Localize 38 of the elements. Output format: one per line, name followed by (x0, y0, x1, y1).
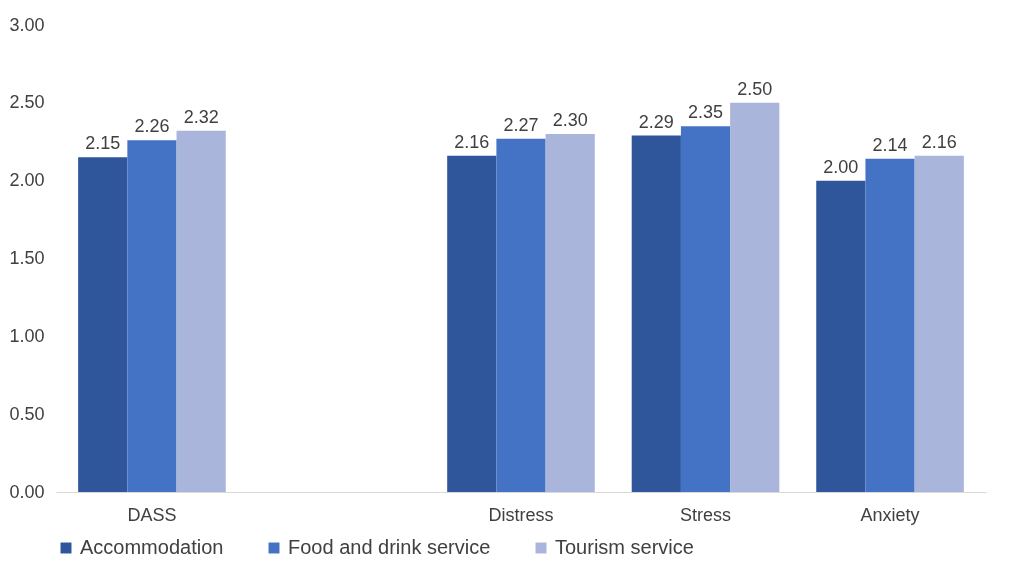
bar (78, 157, 128, 492)
data-label: 2.16 (921, 131, 957, 152)
bar (447, 155, 497, 492)
data-label: 2.16 (454, 131, 490, 152)
legend-label: Food and drink service (288, 536, 491, 558)
bar (545, 133, 595, 492)
y-tick-label: 0.50 (9, 403, 45, 424)
bar (730, 102, 780, 492)
bar (127, 140, 177, 492)
y-tick-label: 2.00 (9, 170, 45, 191)
bar (914, 155, 964, 492)
data-label: 2.26 (134, 116, 170, 137)
bar (865, 158, 915, 492)
data-label: 2.32 (183, 106, 219, 127)
data-label: 2.00 (823, 156, 859, 177)
bar (496, 138, 546, 492)
x-tick-label: Stress (680, 504, 732, 525)
legend-label: Tourism service (555, 536, 694, 558)
y-tick-label: 1.50 (9, 248, 45, 268)
data-label: 2.50 (737, 78, 773, 99)
legend-label: Accommodation (80, 536, 224, 558)
bar (631, 135, 681, 492)
x-tick-label: DASS (127, 504, 177, 525)
x-tick-label: Distress (488, 504, 554, 525)
x-tick-label: Anxiety (860, 504, 920, 525)
bar (680, 126, 731, 492)
y-tick-label: 3.00 (9, 14, 45, 35)
bar (816, 180, 866, 492)
y-tick-label: 1.00 (9, 325, 45, 346)
data-label: 2.29 (638, 111, 674, 132)
y-tick-label: 2.50 (9, 92, 45, 113)
data-label: 2.30 (552, 109, 588, 130)
data-label: 2.14 (872, 134, 908, 155)
data-label: 2.15 (85, 133, 121, 154)
bar (176, 130, 226, 492)
y-tick-label: 0.00 (9, 481, 45, 502)
data-label: 2.35 (688, 102, 724, 123)
data-label: 2.27 (503, 114, 539, 135)
